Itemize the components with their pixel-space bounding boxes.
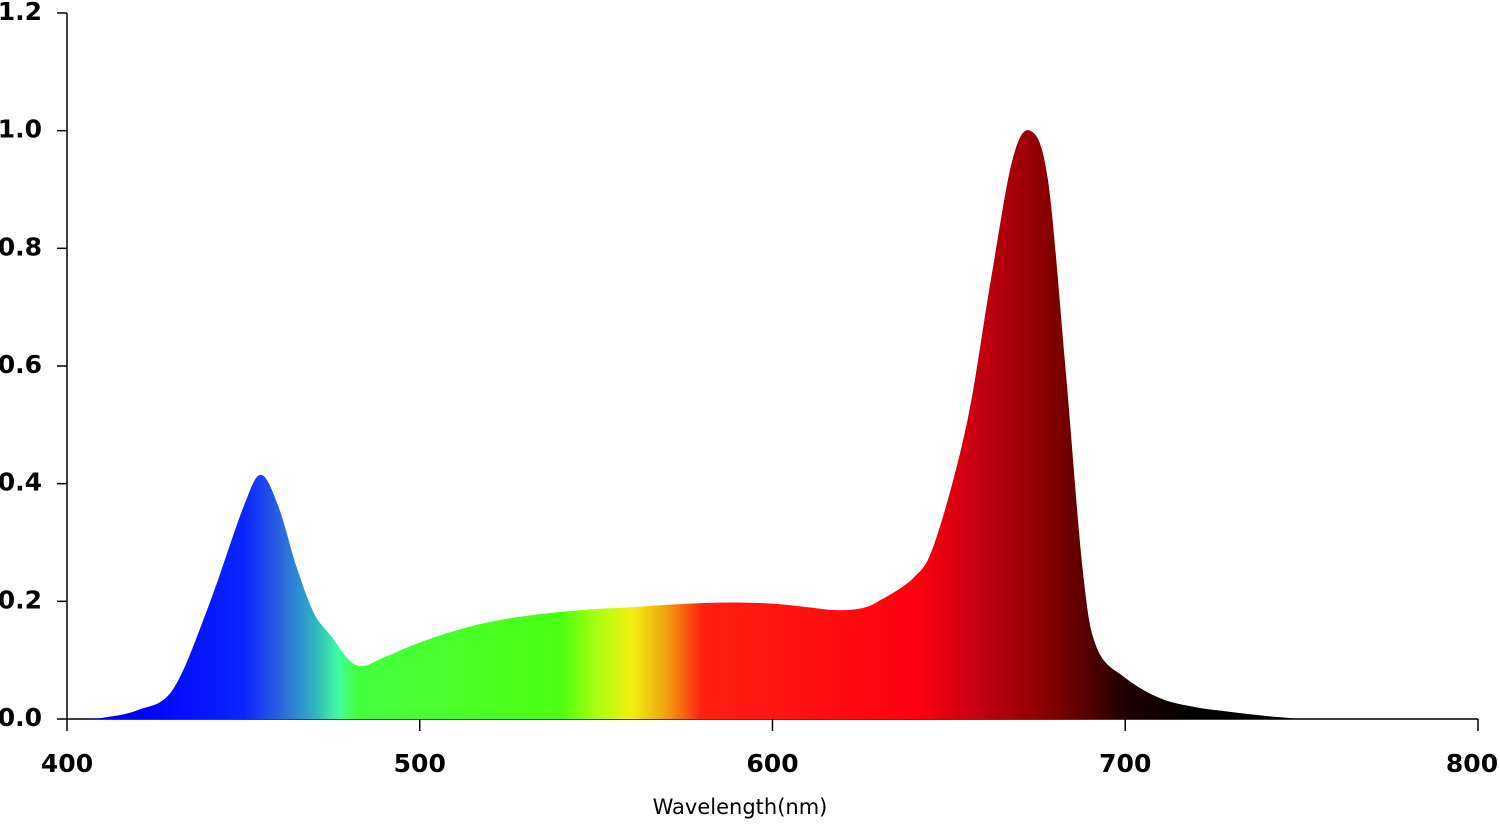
y-tick-label: 0.4 xyxy=(0,468,42,497)
x-tick-label: 700 xyxy=(1099,749,1151,778)
x-tick-label: 800 xyxy=(1446,749,1498,778)
x-axis-title: Wavelength(nm) xyxy=(653,795,828,819)
x-tick-label: 500 xyxy=(394,749,446,778)
x-tick-label: 600 xyxy=(746,749,798,778)
y-tick-label: 1.0 xyxy=(0,115,42,144)
y-tick-label: 0.6 xyxy=(0,350,42,379)
spectrum-area xyxy=(84,130,1302,720)
y-tick-label: 0.2 xyxy=(0,585,42,614)
y-tick-label: 0.0 xyxy=(0,703,42,732)
y-tick-label: 1.2 xyxy=(0,0,42,26)
x-tick-label: 400 xyxy=(41,749,93,778)
y-tick-label: 0.8 xyxy=(0,232,42,261)
